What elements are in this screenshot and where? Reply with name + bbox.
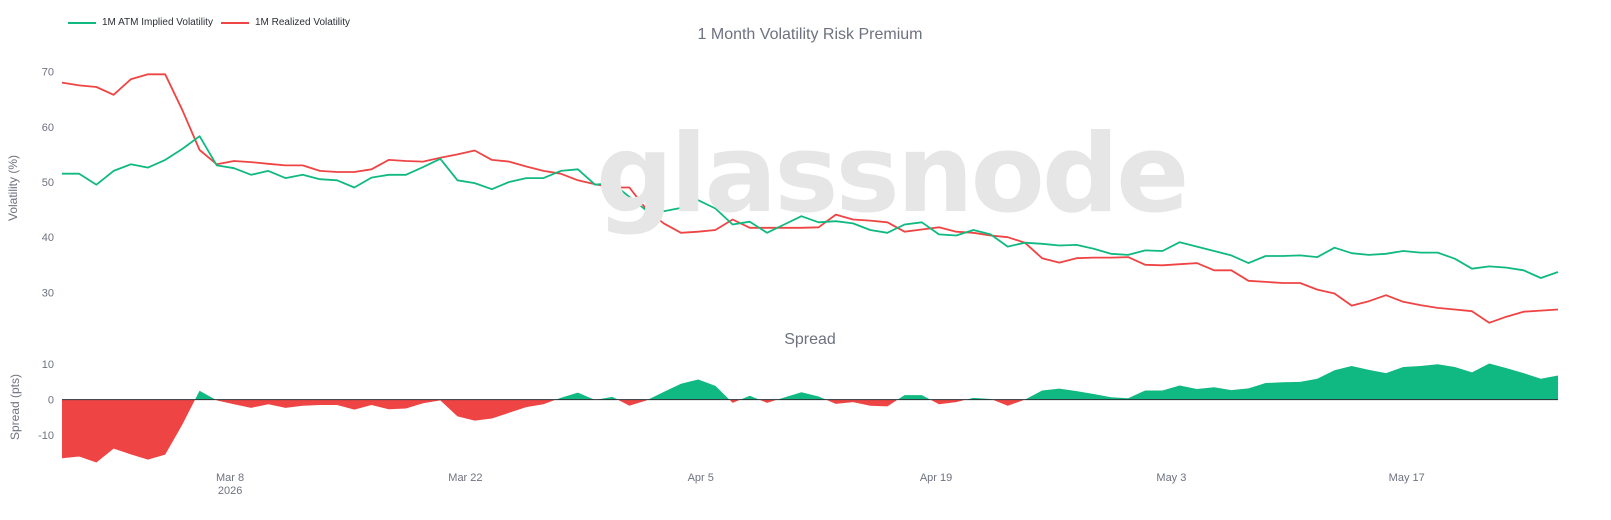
legend-label-realized: 1M Realized Volatility — [254, 17, 351, 28]
spread-y-axis-title: Spread (pts) — [8, 373, 23, 441]
legend-item-realized[interactable]: 1M Realized Volatility — [220, 17, 361, 28]
spread-y-tick-label: -10 — [38, 430, 54, 442]
x-tick-label: Mar 22 — [448, 472, 482, 484]
x-tick-label: May 3 — [1156, 472, 1186, 484]
realized-volatility-line — [61, 73, 1559, 324]
y-tick-label: 40 — [42, 232, 54, 244]
y-tick-label: 70 — [42, 67, 54, 79]
x-tick-label: Mar 8 — [216, 472, 244, 484]
legend-swatch-realized — [220, 21, 249, 24]
x-tick-label: Apr 19 — [920, 472, 952, 484]
legend-swatch-implied — [68, 21, 96, 24]
main-y-axis-title: Volatility (%) — [6, 154, 21, 222]
y-tick-label: 30 — [42, 287, 54, 299]
y-tick-label: 50 — [42, 177, 54, 189]
legend: 1M ATM Implied Volatility 1M Realized Vo… — [68, 17, 361, 28]
spread-area-negative — [62, 399, 1558, 463]
y-tick-label: 60 — [42, 122, 54, 134]
spread-y-tick-label: 10 — [42, 359, 54, 371]
spread-area-positive — [62, 363, 1558, 400]
legend-item-implied[interactable]: 1M ATM Implied Volatility — [68, 17, 213, 28]
x-tick-label: Apr 5 — [688, 472, 714, 484]
legend-label-implied: 1M ATM Implied Volatility — [102, 17, 213, 28]
x-tick-sublabel: 2026 — [218, 485, 242, 497]
main-chart-title: 1 Month Volatility Risk Premium — [697, 26, 923, 43]
watermark-logo: glassnode — [596, 112, 1189, 237]
implied-volatility-line — [62, 135, 1559, 279]
spread-y-tick-label: 0 — [48, 395, 54, 407]
spread-chart-title: Spread — [784, 331, 836, 348]
x-tick-label: May 17 — [1389, 472, 1425, 484]
